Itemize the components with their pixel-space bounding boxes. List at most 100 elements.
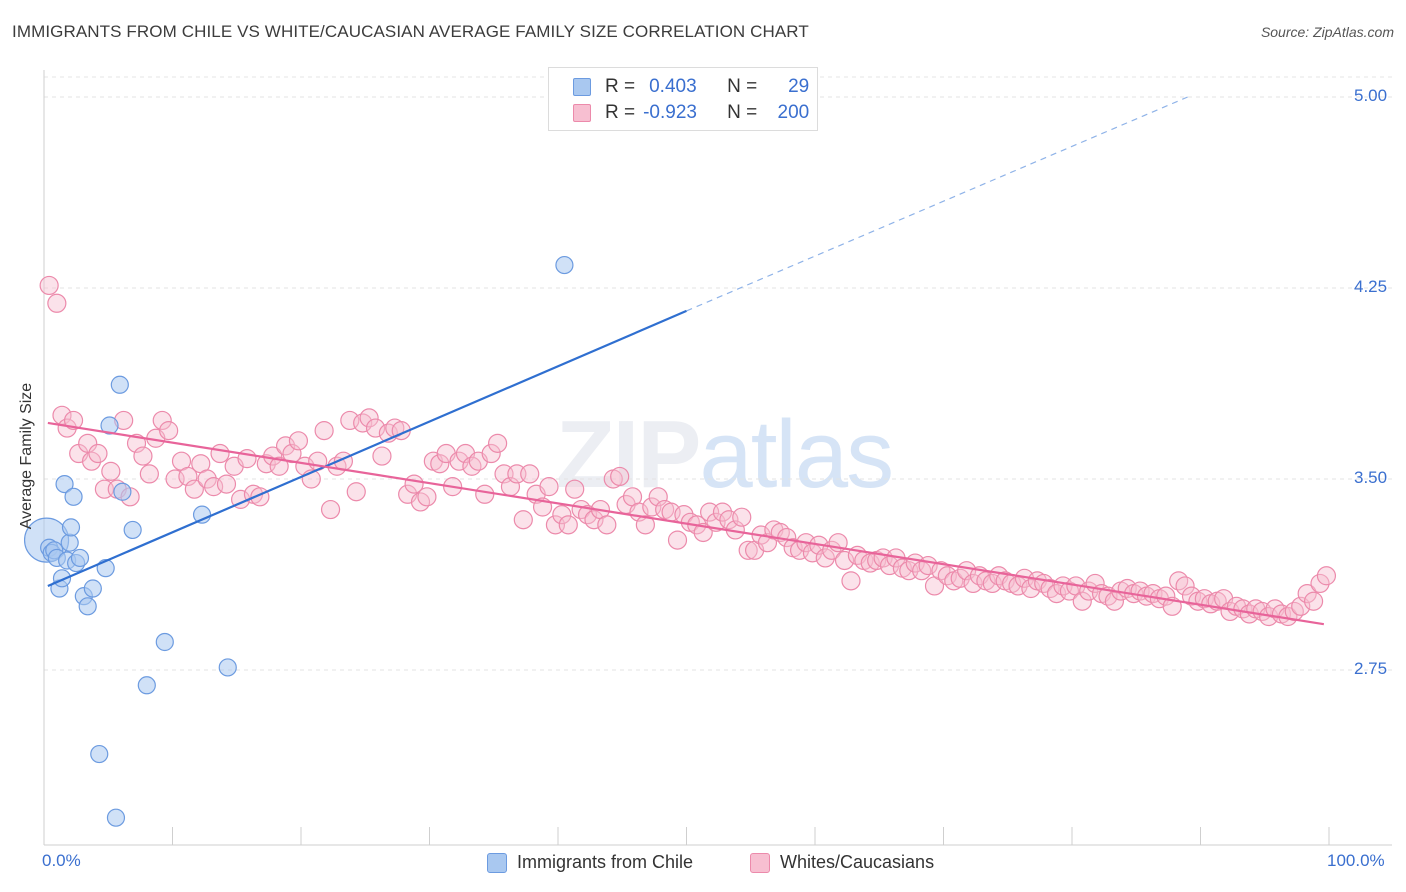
r-label: R = (605, 102, 636, 123)
watermark: ZIPatlas (556, 400, 894, 510)
data-point-white (417, 487, 437, 507)
data-point-white (565, 479, 585, 499)
x-tick-label-min: 0.0% (42, 851, 81, 870)
data-point-white (101, 461, 121, 481)
data-point-chile (123, 520, 142, 540)
data-point-white (584, 510, 604, 530)
data-point-white (346, 482, 366, 502)
r-label: R = (605, 76, 636, 97)
y-tick-label: 5.00 (1354, 86, 1388, 105)
data-point-white (449, 451, 469, 471)
data-point-white (520, 464, 540, 484)
data-point-white (539, 477, 559, 497)
data-point-chile (83, 579, 102, 598)
data-point-white (353, 413, 373, 433)
legend-label-chile: Immigrants from Chile (517, 852, 694, 872)
data-point-white (47, 293, 67, 313)
data-point-white (197, 469, 217, 489)
data-point-white (159, 421, 179, 441)
data-point-chile (218, 658, 237, 677)
data-point-white (210, 443, 230, 464)
data-point-white (815, 548, 835, 568)
y-tick-label: 2.75 (1354, 659, 1388, 678)
data-point-white (78, 433, 98, 453)
data-point-white (372, 446, 392, 466)
data-point-white (288, 431, 309, 451)
data-point-white (834, 550, 855, 571)
series-whites-caucasians (39, 275, 1337, 627)
data-point-white (488, 433, 508, 453)
data-point-white (359, 408, 379, 428)
data-point-white (610, 466, 630, 487)
data-point-chile (78, 597, 97, 616)
legend-label-white: Whites/Caucasians (780, 852, 935, 872)
y-tick-label: 4.25 (1354, 277, 1388, 296)
data-point-white (39, 275, 59, 296)
data-point-chile (60, 533, 79, 552)
data-point-white (1169, 571, 1189, 591)
data-point-white (1316, 566, 1337, 586)
data-point-white (841, 571, 861, 591)
data-point-white (365, 418, 386, 438)
data-point-chile (555, 255, 574, 275)
data-point-white (320, 499, 341, 520)
r-value-chile: 0.403 (649, 76, 697, 97)
data-point-chile (155, 632, 174, 652)
r-value-white: -0.923 (643, 102, 697, 123)
data-point-chile (64, 487, 83, 506)
legend-item-white[interactable]: Whites/Caucasians (750, 852, 934, 873)
data-point-white (712, 502, 733, 522)
data-point-white (216, 474, 237, 494)
data-point-chile (113, 482, 132, 501)
data-point-white (139, 464, 159, 484)
legend-row-chile: R = 0.403 N = 29 (573, 75, 809, 99)
data-point-white (275, 436, 296, 456)
trend-line-chile (47, 309, 687, 587)
data-point-white (950, 568, 970, 588)
data-point-white (1059, 581, 1080, 601)
data-point-white (552, 505, 572, 525)
data-point-white (1021, 578, 1041, 599)
legend-item-chile[interactable]: Immigrants from Chile (487, 852, 693, 873)
data-point-chile (70, 548, 90, 568)
chart-title: IMMIGRANTS FROM CHILE VS WHITE/CAUCASIAN… (12, 22, 809, 41)
legend-swatch-chile (487, 852, 507, 873)
legend-swatch-white (750, 852, 770, 873)
y-tick-label: 3.50 (1354, 468, 1388, 487)
legend-swatch-white (573, 104, 591, 122)
y-axis-label: Average Family Size (18, 382, 35, 530)
n-value-chile: 29 (788, 76, 810, 97)
trend-line-chile-extension (686, 96, 1188, 312)
data-point-white (558, 515, 578, 535)
n-label: N = (727, 102, 758, 123)
data-point-chile (110, 375, 129, 394)
data-point-white (481, 443, 501, 464)
data-point-white (63, 410, 84, 431)
watermark-zip: ZIP (556, 401, 701, 508)
source-credit: Source: ZipAtlas.com (1260, 24, 1394, 40)
data-point-white (931, 561, 951, 581)
data-point-white (81, 451, 102, 471)
series-immigrants-from-chile (23, 255, 574, 827)
trend-line-white (47, 421, 1325, 626)
trend-lines (47, 96, 1325, 626)
data-point-white (430, 454, 450, 474)
data-point-white (513, 510, 533, 530)
data-point-white (635, 515, 655, 535)
data-point-white (88, 443, 108, 464)
series-legend: Immigrants from Chile Whites/Caucasians (0, 852, 1406, 876)
watermark-atlas: atlas (699, 401, 894, 508)
legend-row-white: R = -0.923 N = 200 (573, 101, 809, 125)
data-point-white (738, 540, 758, 560)
axes (43, 70, 1392, 846)
data-point-chile (100, 416, 119, 435)
data-point-chile (90, 744, 109, 764)
data-point-white (410, 492, 431, 512)
data-point-white (133, 446, 153, 466)
data-point-white (1175, 576, 1195, 596)
data-point-white (1310, 573, 1330, 594)
data-point-white (1303, 591, 1324, 611)
data-point-chile (137, 676, 156, 695)
data-point-white (462, 456, 482, 476)
